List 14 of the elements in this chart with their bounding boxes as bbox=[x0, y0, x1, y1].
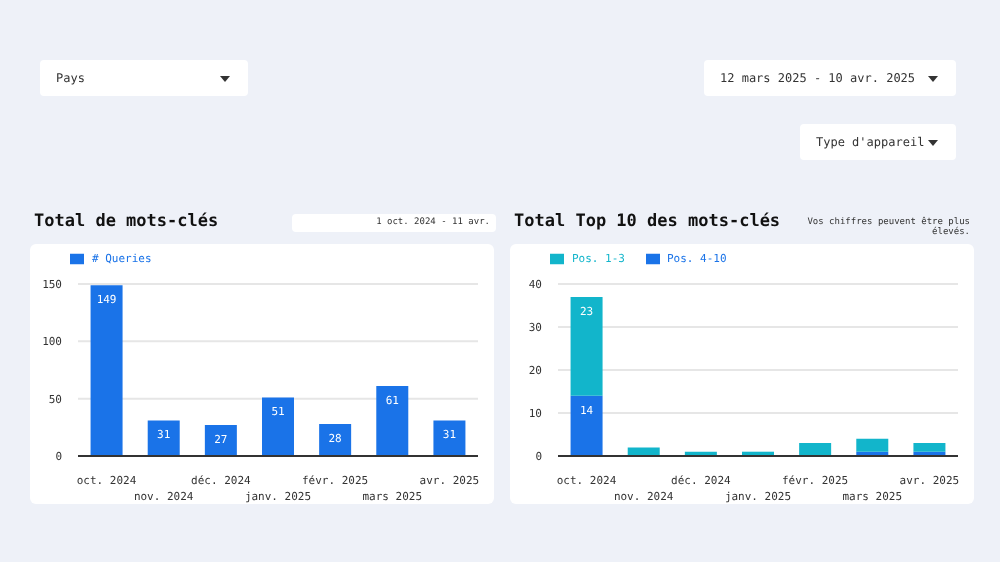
bar bbox=[799, 443, 832, 456]
bar bbox=[433, 420, 466, 456]
bar bbox=[627, 447, 660, 456]
bar bbox=[90, 285, 123, 456]
bar bbox=[204, 425, 237, 456]
bar bbox=[376, 386, 409, 456]
bar bbox=[147, 420, 180, 456]
chart-title: Total de mots-clés bbox=[34, 212, 219, 232]
bar bbox=[262, 397, 294, 456]
bar bbox=[570, 296, 603, 396]
bar bbox=[570, 395, 603, 456]
bar bbox=[913, 443, 946, 452]
bar bbox=[856, 438, 889, 452]
chart-title: Total Top 10 des mots-clés bbox=[514, 212, 781, 232]
